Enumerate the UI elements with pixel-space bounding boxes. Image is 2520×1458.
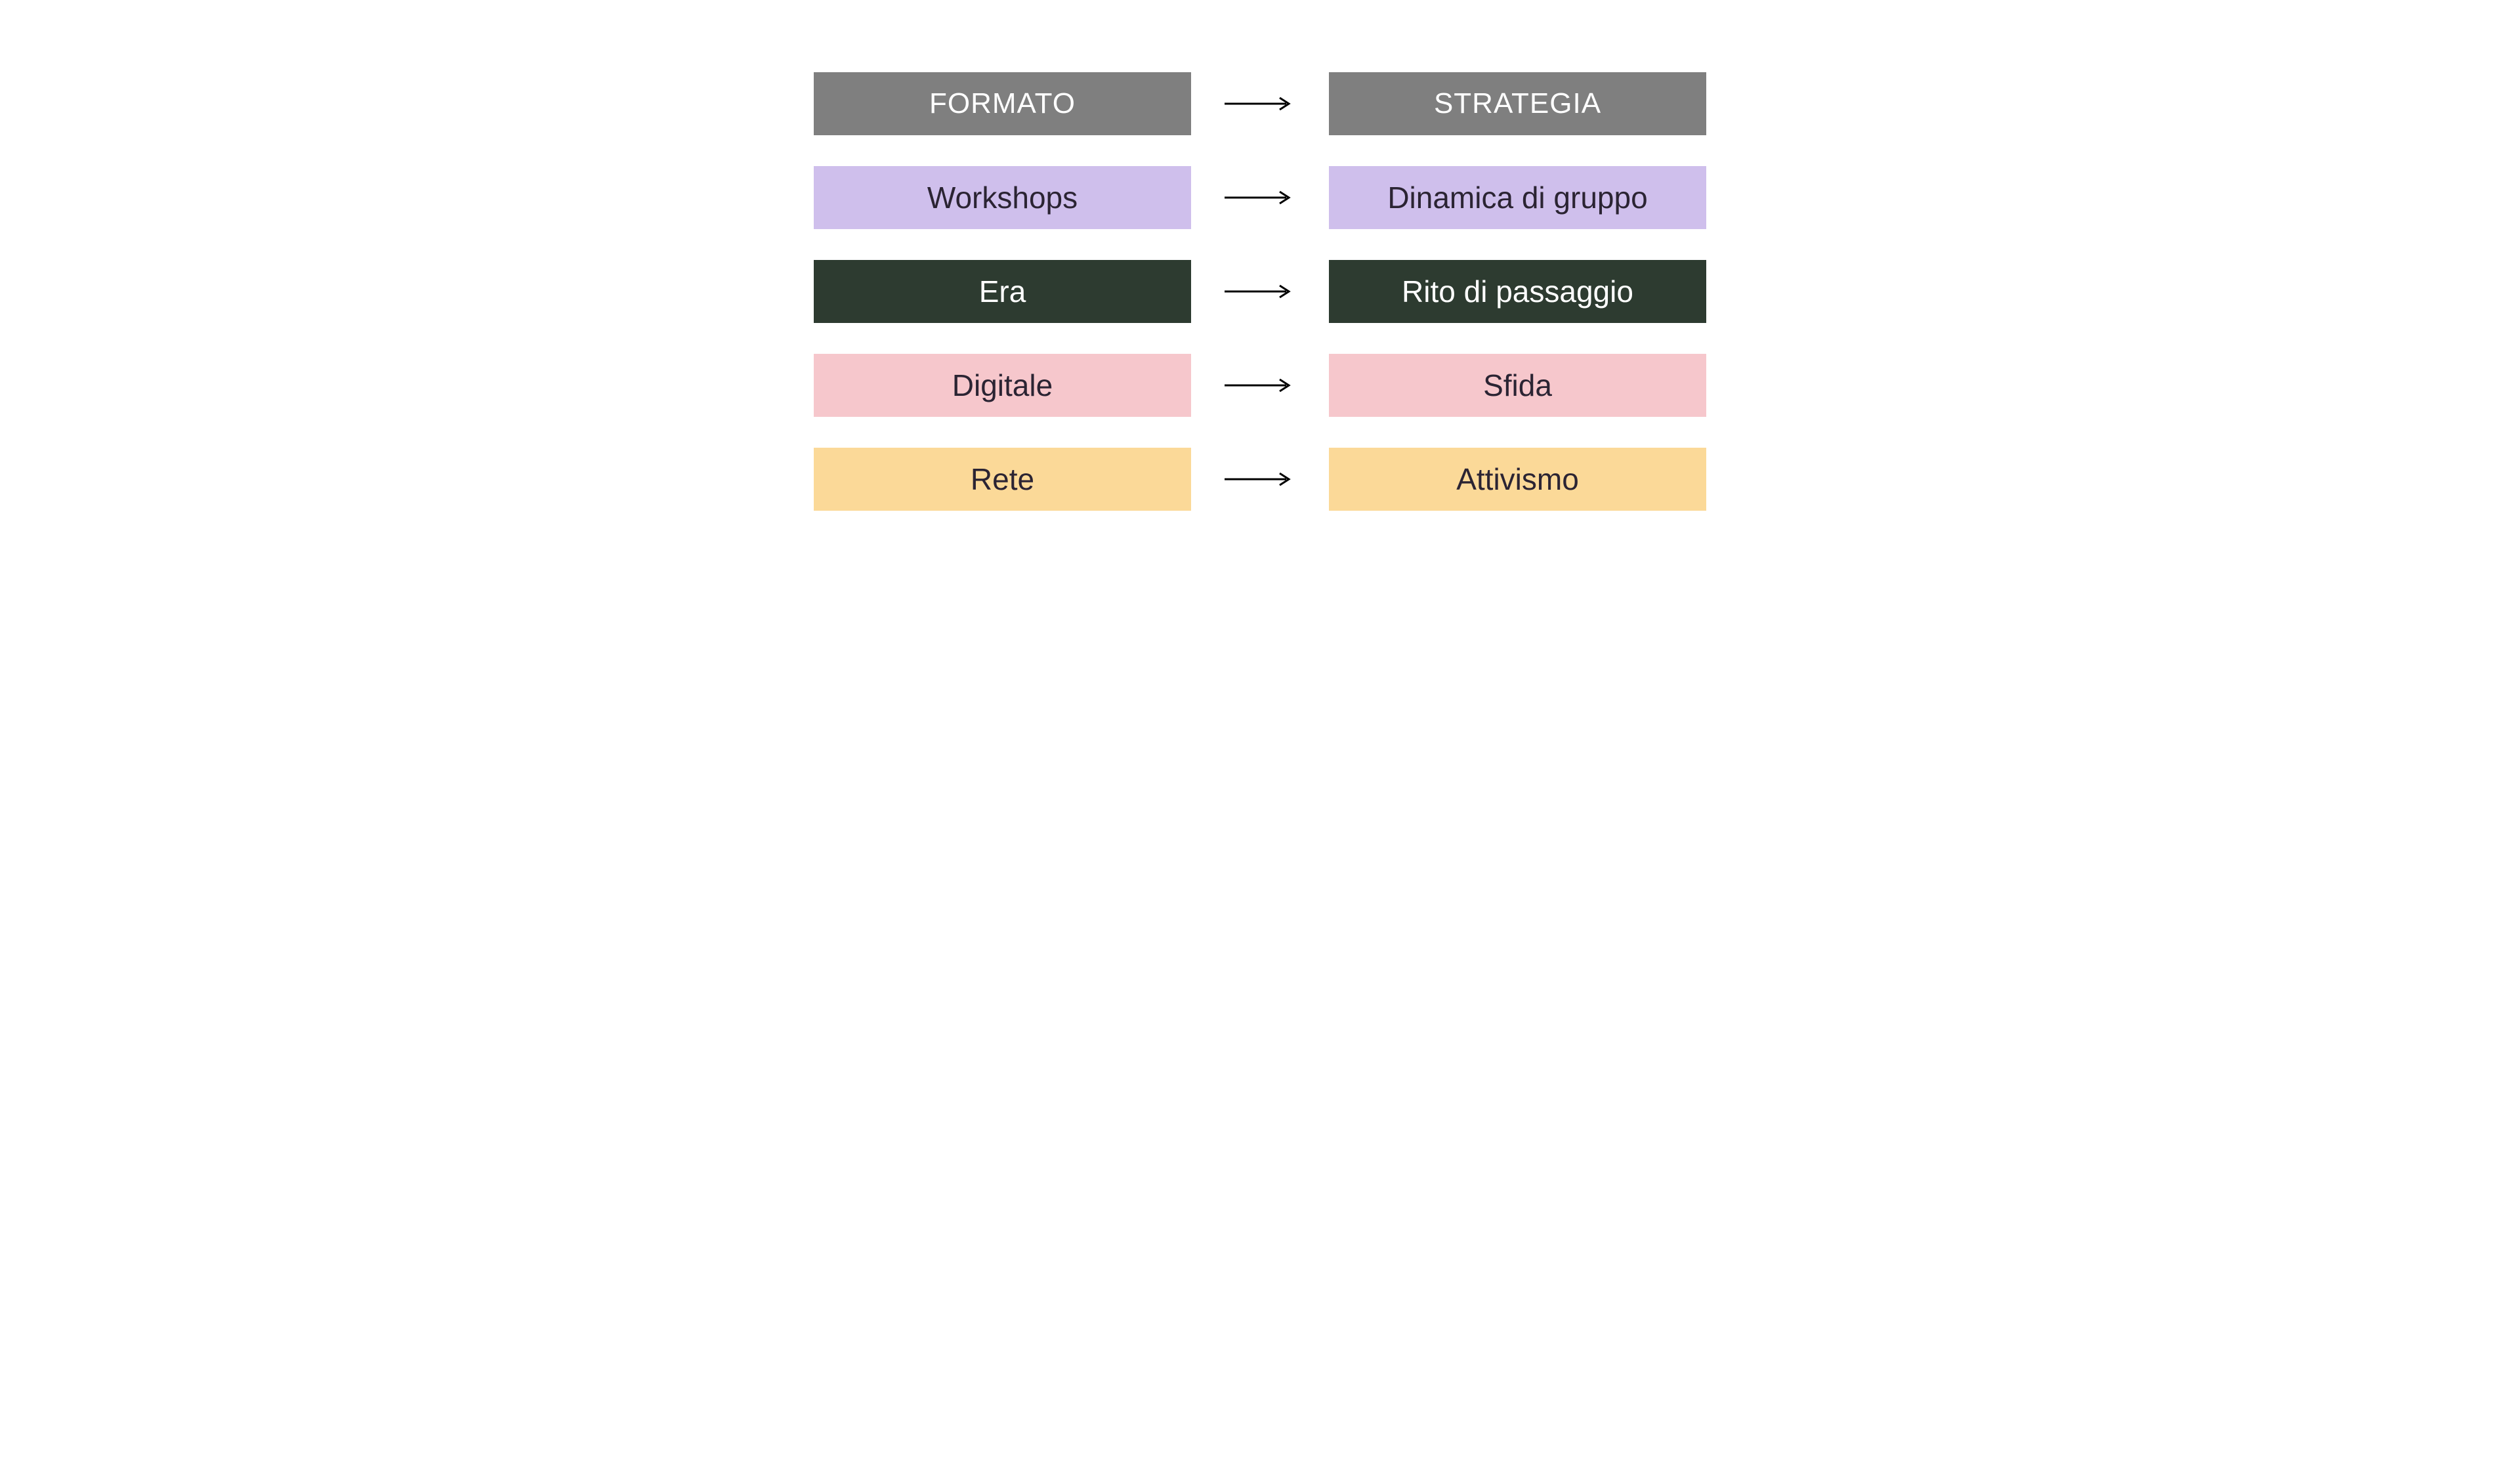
cell-right-header-label: STRATEGIA xyxy=(1434,87,1601,120)
row-header: FORMATO STRATEGIA xyxy=(814,72,1706,135)
cell-right-1: Dinamica di gruppo xyxy=(1329,166,1706,229)
arrow-icon xyxy=(1214,96,1306,112)
cell-left-1: Workshops xyxy=(814,166,1191,229)
cell-left-header: FORMATO xyxy=(814,72,1191,135)
cell-right-2-label: Rito di passaggio xyxy=(1402,274,1633,309)
cell-right-3-label: Sfida xyxy=(1483,368,1552,403)
cell-left-4-label: Rete xyxy=(971,461,1034,497)
row-3: Digitale Sfida xyxy=(814,354,1706,417)
cell-right-3: Sfida xyxy=(1329,354,1706,417)
diagram-canvas: FORMATO STRATEGIA Workshops xyxy=(756,0,1764,583)
cell-right-4-label: Attivismo xyxy=(1456,461,1579,497)
cell-left-2: Era xyxy=(814,260,1191,323)
cell-right-header: STRATEGIA xyxy=(1329,72,1706,135)
cell-left-1-label: Workshops xyxy=(927,180,1078,215)
row-2: Era Rito di passaggio xyxy=(814,260,1706,323)
cell-right-2: Rito di passaggio xyxy=(1329,260,1706,323)
cell-left-3-label: Digitale xyxy=(952,368,1053,403)
cell-right-1-label: Dinamica di gruppo xyxy=(1387,180,1647,215)
cell-left-4: Rete xyxy=(814,448,1191,511)
rows-container: FORMATO STRATEGIA Workshops xyxy=(814,72,1706,511)
cell-left-2-label: Era xyxy=(979,274,1026,309)
arrow-icon xyxy=(1214,284,1306,299)
arrow-icon xyxy=(1214,471,1306,487)
cell-left-3: Digitale xyxy=(814,354,1191,417)
arrow-icon xyxy=(1214,190,1306,205)
cell-right-4: Attivismo xyxy=(1329,448,1706,511)
row-4: Rete Attivismo xyxy=(814,448,1706,511)
arrow-icon xyxy=(1214,377,1306,393)
cell-left-header-label: FORMATO xyxy=(929,87,1076,120)
row-1: Workshops Dinamica di gruppo xyxy=(814,166,1706,229)
